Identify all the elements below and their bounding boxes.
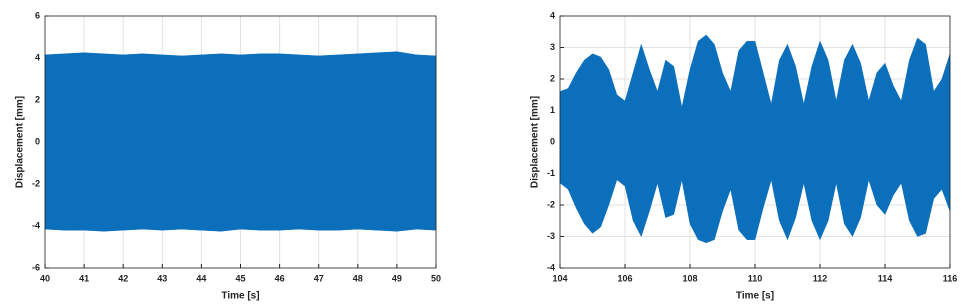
x-tick-label: 116 [943, 273, 958, 283]
y-tick-label: 3 [550, 42, 555, 52]
axes-box [559, 15, 951, 269]
x-tick-label: 114 [878, 273, 893, 283]
x-tick-label: 43 [157, 273, 167, 283]
x-tick-label: 47 [314, 273, 324, 283]
x-axis-label: Time [s] [736, 291, 774, 302]
y-tick-label: 0 [35, 136, 40, 146]
y-tick-label: 4 [550, 10, 555, 20]
x-tick-label: 46 [275, 273, 285, 283]
y-tick-label: 2 [550, 73, 555, 83]
y-axis-label: Displacement [mm] [530, 96, 541, 188]
y-tick-label: 4 [35, 52, 40, 62]
x-tick-label: 40 [40, 273, 50, 283]
x-tick-label: 106 [617, 273, 632, 283]
y-tick-label: -2 [547, 199, 555, 209]
x-axis-label: Time [s] [221, 291, 259, 302]
y-tick-label: 2 [35, 94, 40, 104]
x-tick-label: 45 [235, 273, 245, 283]
x-tick-label: 48 [353, 273, 363, 283]
y-tick-label: 6 [35, 10, 40, 20]
signal-envelope [44, 51, 437, 232]
y-tick-label: -2 [32, 178, 40, 188]
x-tick-label: 108 [682, 273, 697, 283]
x-tick-label: 44 [196, 273, 206, 283]
y-tick-label: 1 [550, 105, 555, 115]
axes-box [44, 15, 437, 269]
x-tick-label: 41 [79, 273, 89, 283]
x-tick-label: 112 [813, 273, 828, 283]
y-tick-label: 0 [550, 136, 555, 146]
x-tick-label: 49 [392, 273, 402, 283]
y-tick-label: -3 [547, 231, 555, 241]
x-tick-label: 110 [748, 273, 763, 283]
y-tick-label: -4 [547, 262, 555, 272]
y-axis-label: Displacement [mm] [15, 96, 26, 188]
x-tick-label: 104 [552, 273, 567, 283]
x-tick-label: 50 [431, 273, 441, 283]
x-tick-label: 42 [118, 273, 128, 283]
y-tick-label: -6 [32, 262, 40, 272]
y-tick-label: -4 [32, 220, 40, 230]
y-tick-label: -1 [547, 168, 555, 178]
